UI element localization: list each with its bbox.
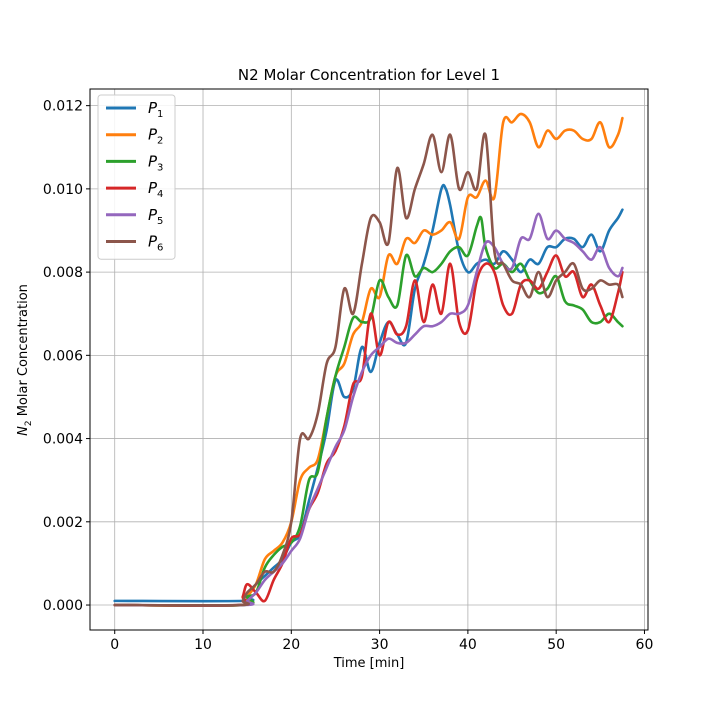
legend-label-p3: P3 xyxy=(148,152,163,173)
x-tick-label: 10 xyxy=(194,637,212,653)
legend-label-p5: P5 xyxy=(148,206,163,227)
chart-title: N2 Molar Concentration for Level 1 xyxy=(238,66,500,84)
y-tick-label: 0.012 xyxy=(43,99,83,115)
legend: P1 P2 P3 P4 P5 P6 xyxy=(97,94,176,260)
x-tick-label: 60 xyxy=(636,637,654,653)
series-line-p1 xyxy=(113,183,624,603)
plot-area-frame xyxy=(89,88,649,631)
x-tick-label: 50 xyxy=(547,637,565,653)
series-line-p6 xyxy=(113,132,624,607)
x-tick-label: 30 xyxy=(371,637,389,653)
y-tick-label: 0.004 xyxy=(43,432,83,448)
legend-label-p1: P1 xyxy=(148,99,163,120)
series-line-p4 xyxy=(113,254,624,607)
y-tick-label: 0.008 xyxy=(43,265,83,281)
y-tick-label: 0.000 xyxy=(43,598,83,614)
series-line-p5 xyxy=(113,212,624,607)
x-tick-label: 0 xyxy=(110,637,119,653)
legend-label-p6: P6 xyxy=(148,233,163,254)
y-tick-label: 0.006 xyxy=(43,348,83,364)
legend-label-p4: P4 xyxy=(148,179,163,200)
y-tick-label: 0.010 xyxy=(43,182,83,198)
y-tick-label: 0.002 xyxy=(43,515,83,531)
y-axis-ticks: 0.000 0.002 0.004 0.006 0.008 0.010 0.012 xyxy=(43,99,90,614)
legend-label-p2: P2 xyxy=(148,126,163,147)
y-axis-label: N2 Molar Concentration xyxy=(16,284,34,436)
x-tick-label: 40 xyxy=(459,637,477,653)
grid xyxy=(90,89,648,630)
x-tick-label: 20 xyxy=(282,637,300,653)
legend-box xyxy=(97,94,176,260)
series-layer xyxy=(113,112,624,607)
x-axis-label: Time [min] xyxy=(333,656,405,671)
x-axis-ticks: 0 10 20 30 40 50 60 xyxy=(110,630,653,653)
